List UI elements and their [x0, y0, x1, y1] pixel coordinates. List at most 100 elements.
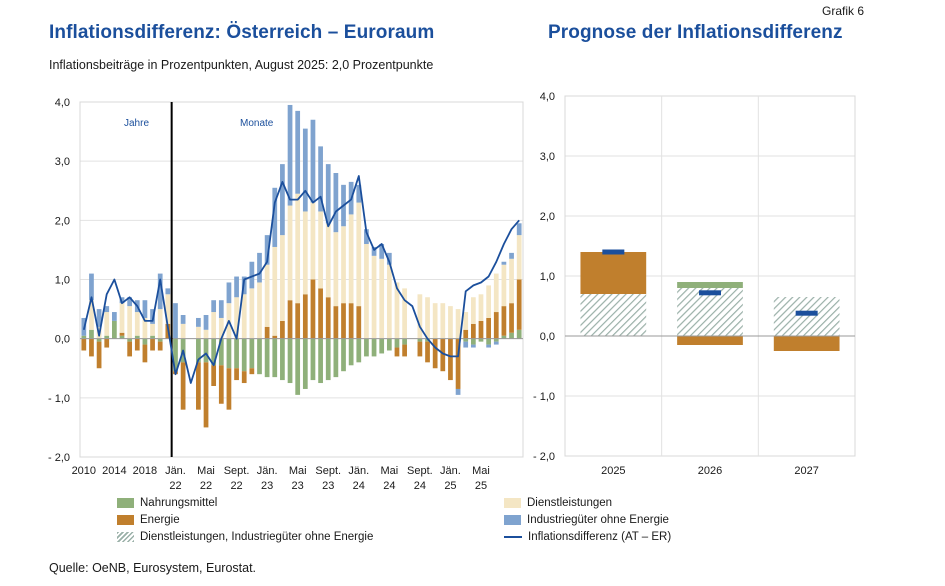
bar-energie — [318, 288, 323, 339]
legend-swatch-line — [504, 536, 522, 538]
bar-nahrung — [425, 338, 430, 342]
bar-dienst — [325, 223, 331, 298]
bar-energie — [470, 323, 476, 339]
bar-energie — [509, 303, 514, 333]
bar-energie — [234, 368, 239, 381]
bar-nahrung — [257, 338, 262, 375]
source-note: Quelle: OeNB, Eurosystem, Eurostat. — [49, 561, 257, 575]
bar-nahrung — [371, 338, 377, 357]
forecast-bar-nahrung — [677, 282, 743, 288]
bar-energie — [96, 341, 102, 369]
x-tick-label: Mai — [380, 465, 398, 477]
bar-industrie — [371, 246, 377, 256]
bar-dienst — [318, 211, 323, 289]
forecast-bar-energie — [677, 336, 743, 345]
forecast-marker-inflationsdifferenz — [699, 290, 721, 296]
bar-industrie — [157, 273, 163, 310]
bar-industrie — [287, 104, 293, 206]
bar-dienst — [142, 317, 148, 339]
x-tick-label: Sept. — [224, 465, 250, 477]
bar-industrie — [516, 223, 522, 236]
bar-energie — [348, 303, 354, 339]
bar-nahrung — [173, 338, 178, 372]
bar-nahrung — [264, 338, 270, 378]
bar-energie — [463, 329, 469, 339]
bar-energie — [501, 306, 507, 336]
bar-dienst — [432, 303, 438, 339]
left-y-tick-label: 0,0 — [55, 334, 70, 346]
bar-industrie — [165, 288, 171, 295]
bar-dienst — [310, 202, 316, 280]
bar-nahrung — [249, 338, 255, 369]
bar-energie — [455, 338, 461, 389]
legend-swatch-energie — [117, 515, 134, 525]
bar-industrie — [142, 300, 148, 318]
bar-energie — [333, 306, 339, 339]
x-tick-label: 2014 — [102, 465, 126, 477]
bar-industrie — [455, 388, 461, 395]
bar-dienst — [150, 323, 155, 336]
bar-nahrung — [386, 338, 392, 351]
forecast-bar-energie — [773, 336, 840, 351]
bar-nahrung — [226, 338, 232, 369]
bar-industrie — [257, 252, 262, 283]
bar-energie — [249, 368, 255, 375]
bar-nahrung — [470, 338, 476, 345]
legend-label-energie: Energie — [140, 514, 180, 526]
x-tick-label: 23 — [261, 480, 273, 492]
bar-dienst — [234, 297, 239, 339]
bar-nahrung — [280, 338, 285, 381]
legend-item-energie: Energie — [117, 514, 180, 526]
bar-energie — [516, 279, 522, 330]
bar-energie — [211, 365, 217, 386]
bar-nahrung — [478, 338, 484, 342]
bar-industrie — [310, 119, 316, 203]
x-tick-label: Mai — [472, 465, 490, 477]
bar-industrie — [295, 110, 301, 194]
bar-dienst — [356, 202, 362, 307]
forecast-x-label: 2025 — [601, 465, 625, 477]
right-chart-title: Prognose der Inflationsdifferenz — [548, 22, 843, 43]
bar-nahrung — [150, 335, 155, 339]
legend-item-dienst-ind: Dienstleistungen, Industriegüter ohne En… — [117, 531, 373, 543]
bar-nahrung — [493, 338, 499, 342]
left-y-tick-label: 2,0 — [55, 215, 70, 227]
legend-label-dienst-ind: Dienstleistungen, Industriegüter ohne En… — [140, 531, 374, 543]
bar-nahrung — [234, 338, 239, 369]
bar-energie — [104, 338, 110, 348]
bar-dienst — [455, 309, 461, 339]
bar-nahrung — [196, 338, 201, 363]
bar-industrie — [119, 297, 125, 304]
bar-dienst — [157, 309, 163, 339]
bar-nahrung — [104, 335, 110, 339]
bar-energie — [119, 332, 125, 336]
left-y-tick-label: 3,0 — [55, 156, 70, 168]
x-tick-label: 23 — [322, 480, 334, 492]
bar-energie — [150, 338, 155, 351]
x-tick-label: Mai — [197, 465, 215, 477]
bar-industrie — [211, 300, 217, 313]
bar-dienst — [371, 255, 377, 339]
bar-dienst — [211, 312, 217, 339]
bar-dienst — [394, 282, 400, 339]
bar-nahrung — [318, 338, 323, 384]
bar-energie — [264, 326, 270, 339]
bar-dienst — [463, 312, 469, 330]
bar-nahrung — [333, 338, 339, 378]
bar-nahrung — [134, 335, 140, 339]
left-plot-frame — [79, 101, 524, 458]
bar-industrie — [104, 306, 110, 313]
bar-energie — [196, 362, 201, 410]
bar-nahrung — [119, 335, 125, 339]
bar-nahrung — [211, 338, 217, 366]
bar-industrie — [318, 146, 323, 212]
bar-industrie — [203, 315, 209, 330]
bar-dienst — [280, 235, 285, 321]
bar-industrie — [173, 303, 178, 339]
bar-energie — [341, 303, 346, 339]
bar-industrie — [379, 244, 385, 259]
bar-dienst — [379, 258, 385, 339]
bar-nahrung — [203, 338, 209, 363]
bar-energie — [432, 338, 438, 369]
figure-number: Grafik 6 — [822, 4, 865, 18]
